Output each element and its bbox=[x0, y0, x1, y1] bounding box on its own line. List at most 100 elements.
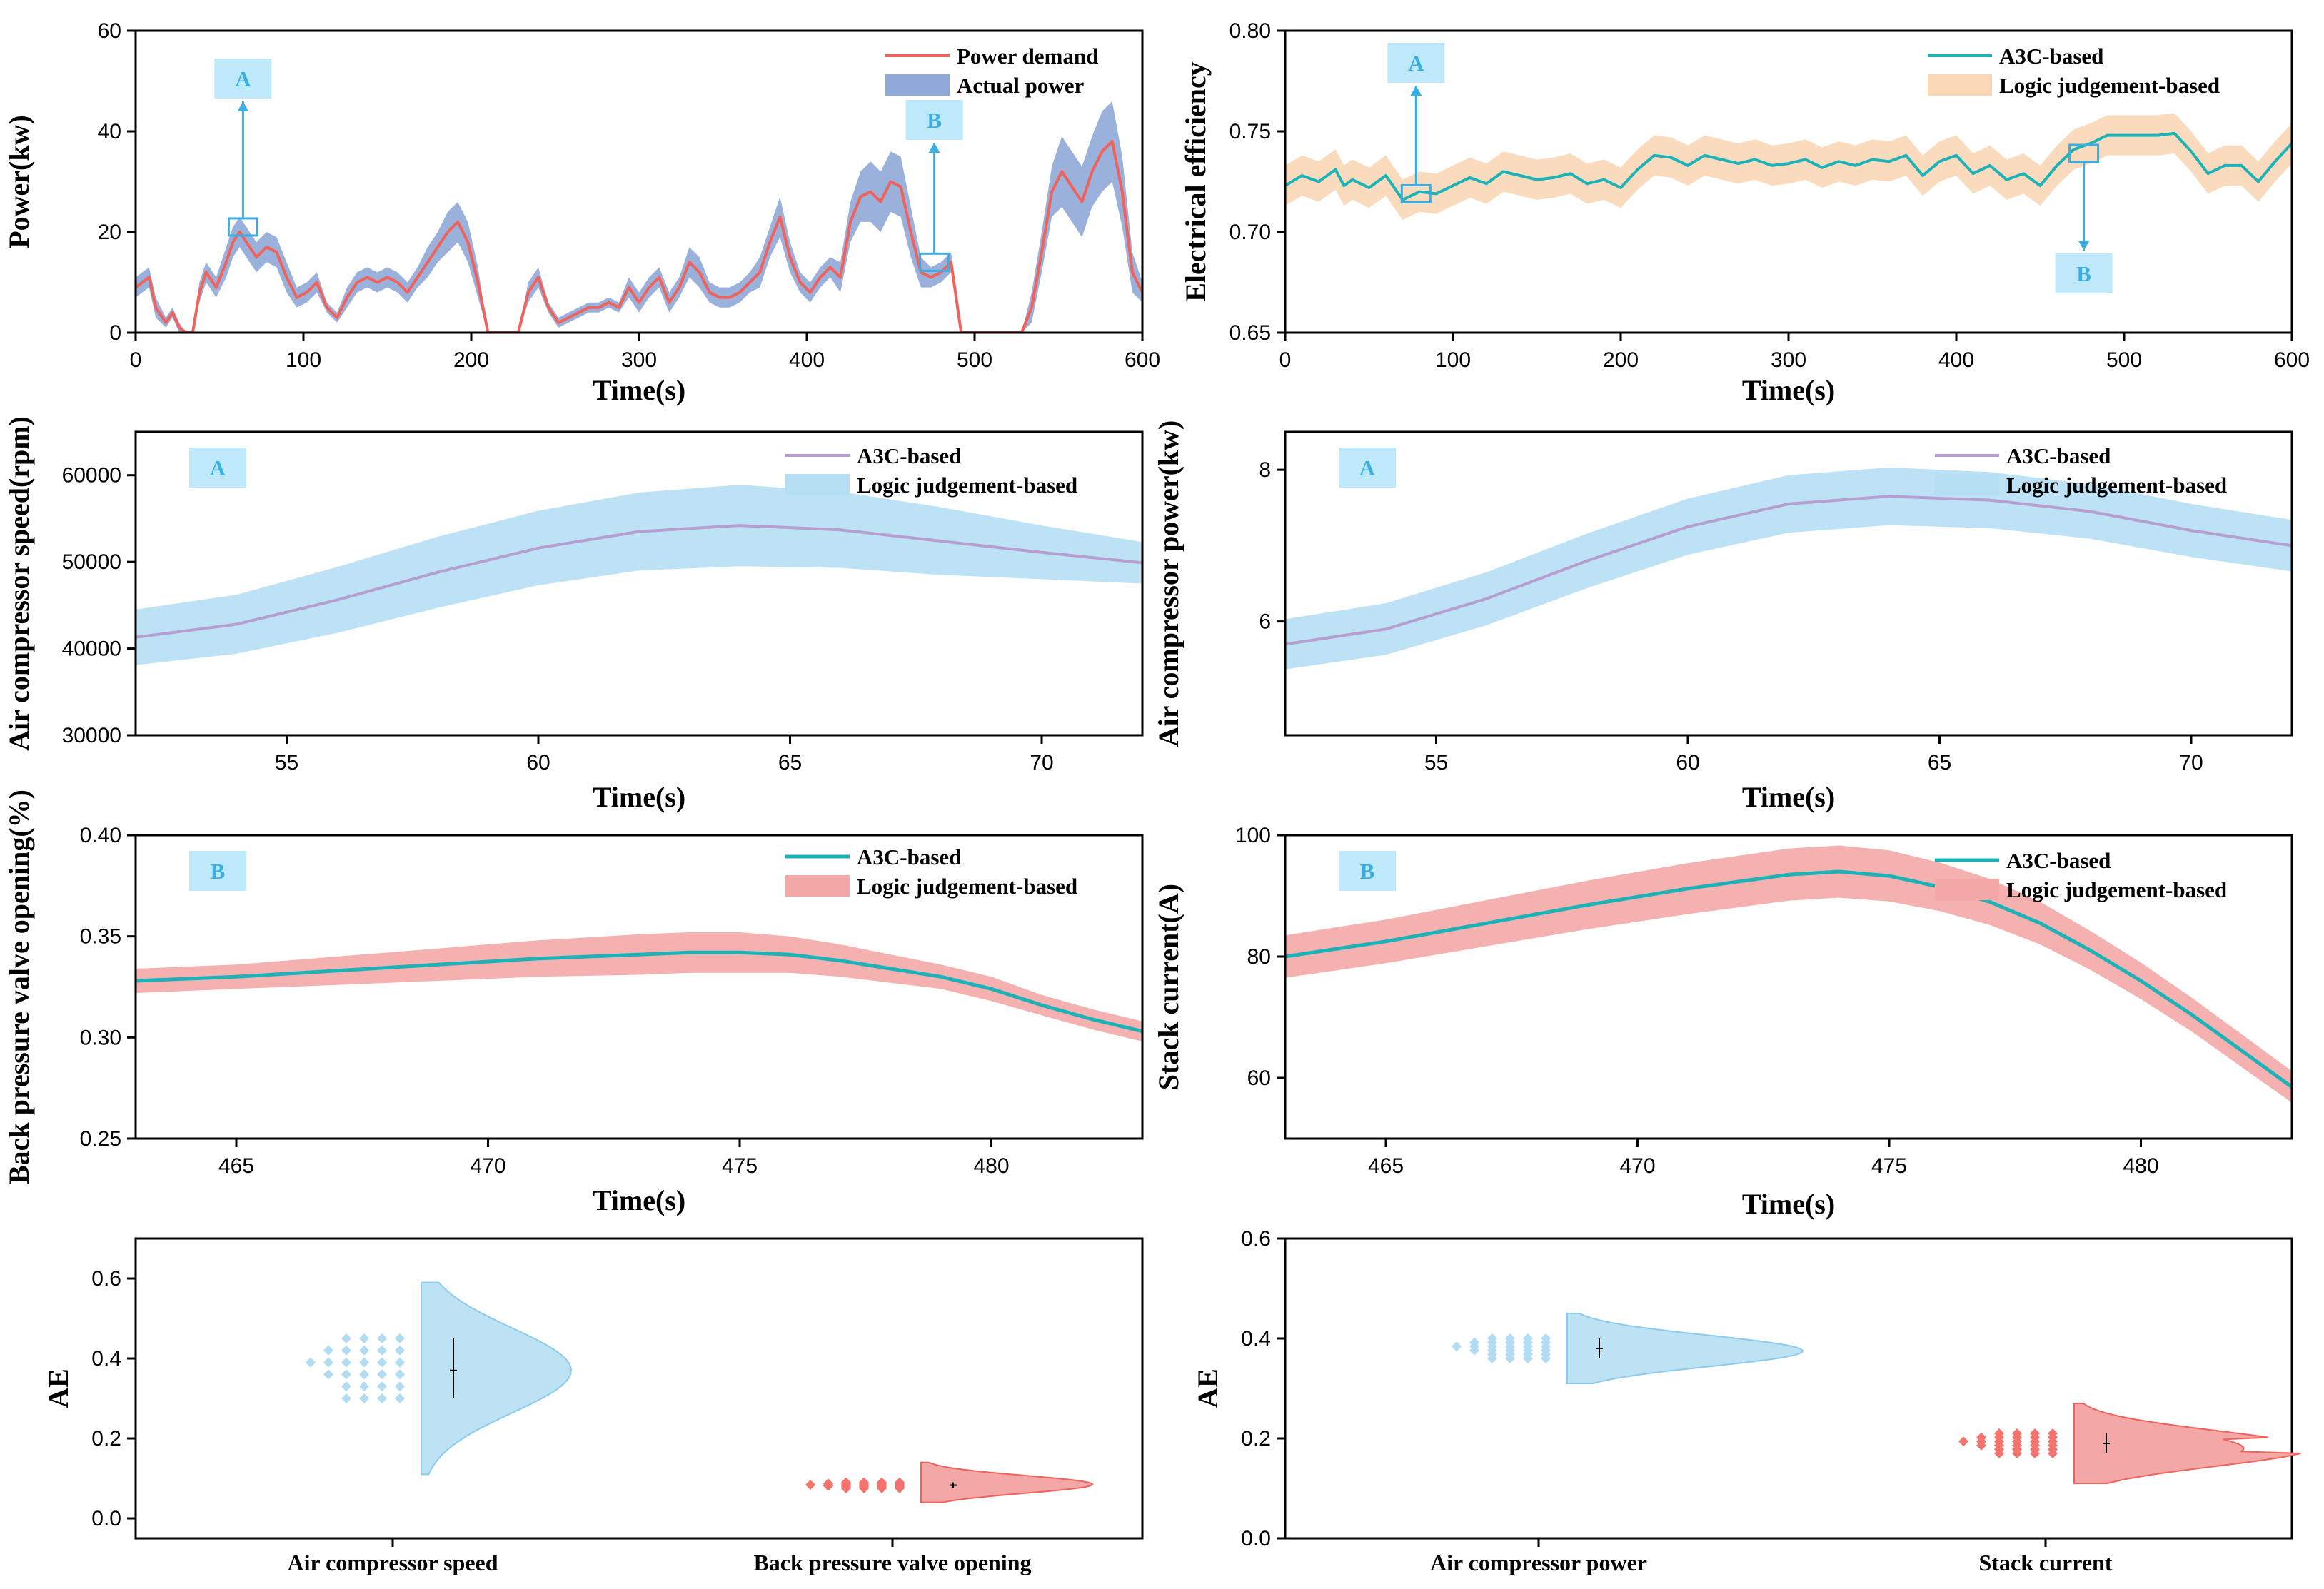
efficiency-legend-label: A3C-based bbox=[1999, 44, 2103, 69]
ae_right-data-point bbox=[1452, 1341, 1462, 1352]
ac_speed-marker-A: A bbox=[189, 448, 246, 488]
efficiency-axes: 0.65 0.70 0.75 0.80 0 100 200 300 400 500 600 Time(… bbox=[1179, 19, 2310, 406]
ae_left-data-point bbox=[359, 1333, 369, 1343]
ae_left-violin-back-pressure-valve-opening bbox=[920, 1461, 1094, 1503]
ae_left-data-point bbox=[395, 1369, 405, 1380]
power-legend-label: Power demand bbox=[957, 44, 1098, 69]
ac_power-legend-label: Logic judgement-based bbox=[2006, 473, 2227, 498]
stack_current-line-a3c-based bbox=[1285, 869, 2292, 1089]
stack_current-legend: A3C-based Logic judgement-based bbox=[1935, 848, 2227, 902]
ae_left-category-label: Back pressure valve opening bbox=[753, 1550, 1031, 1575]
power-xtick-label: 600 bbox=[1125, 348, 1160, 372]
ae_left-ytick-label: 0.6 bbox=[91, 1267, 121, 1291]
efficiency-xlabel: Time(s) bbox=[1742, 374, 1835, 406]
ac_power-marker-label: A bbox=[1359, 455, 1376, 480]
ac_speed-ytick-label: 40000 bbox=[62, 637, 121, 661]
ac_power-ytick-label: 8 bbox=[1259, 458, 1271, 482]
efficiency-marker-box bbox=[2055, 253, 2113, 293]
ac_speed-xtick-label: 70 bbox=[1030, 751, 1053, 775]
efficiency-ytick-label: 0.80 bbox=[1229, 19, 1271, 43]
ae_right-data-point bbox=[1487, 1333, 1497, 1343]
ae_left-frame bbox=[134, 1237, 1144, 1540]
ac_power-ytick-label: 6 bbox=[1259, 610, 1271, 634]
stack_current-ytick-label: 80 bbox=[1247, 945, 1271, 969]
ae_left-data-point bbox=[377, 1369, 387, 1380]
ac_power-legend-label: A3C-based bbox=[2006, 443, 2111, 468]
ac_power-frame bbox=[1284, 430, 2293, 737]
ae_left-ylabel: AE bbox=[42, 1368, 74, 1408]
ac_power-line-a3c-based bbox=[1285, 495, 2292, 646]
efficiency-zoom-marker-B bbox=[2068, 143, 2100, 251]
ac_power-xtick-label: 60 bbox=[1676, 751, 1699, 775]
ae_left-data-point bbox=[823, 1478, 833, 1489]
stack_current-axes: 60 80 100 465 470 475 480 Time(s) Stack current(… bbox=[1152, 824, 2293, 1220]
stack_current-band-logic-judgement-based bbox=[1285, 845, 2292, 1103]
ae_right-category-label: Air compressor power bbox=[1430, 1550, 1647, 1575]
power-marker-label: B bbox=[927, 108, 942, 133]
power-line-power-demand bbox=[136, 140, 1142, 333]
ae_left-data-point bbox=[841, 1477, 851, 1488]
bp_valve-legend: A3C-based Logic judgement-based bbox=[785, 844, 1077, 899]
power-arrow-head bbox=[237, 101, 249, 111]
ac_speed-legend: A3C-based Logic judgement-based bbox=[785, 443, 1077, 498]
stack_current-xtick-label: 475 bbox=[1871, 1154, 1907, 1178]
ae_right-data-point bbox=[1976, 1432, 1986, 1443]
ae_right-frame bbox=[1284, 1237, 2293, 1540]
ae_right-points-stack-current bbox=[1958, 1428, 2058, 1458]
ae_left-data-point bbox=[377, 1357, 387, 1368]
bp_valve-xtick-label: 480 bbox=[973, 1154, 1009, 1178]
bp_valve-marker-B: B bbox=[189, 851, 246, 891]
ae_left-axes: 0.0 0.2 0.4 0.6 AE bbox=[42, 1237, 1144, 1540]
ae_left-data-point bbox=[359, 1369, 369, 1380]
bp_valve-marker-label: B bbox=[211, 859, 226, 884]
ac_speed-plot bbox=[136, 485, 1142, 665]
ae_right-data-point bbox=[2030, 1428, 2040, 1438]
stack_current-legend-band-swatch bbox=[1935, 879, 1999, 900]
ae_left-violin-air-compressor-speed bbox=[421, 1281, 572, 1476]
efficiency-zoom-marker-A bbox=[1400, 86, 1432, 203]
efficiency-xtick-label: 0 bbox=[1279, 348, 1292, 372]
ac_speed-legend-band-swatch bbox=[785, 474, 850, 495]
ac_speed-xtick-label: 65 bbox=[778, 751, 802, 775]
ae_left-data-point bbox=[306, 1357, 316, 1368]
efficiency-band-logic-judgement-based bbox=[1285, 113, 2292, 221]
ae_left-data-point bbox=[395, 1333, 405, 1343]
ae_left-data-point bbox=[341, 1369, 351, 1380]
ac_speed-ytick-label: 30000 bbox=[62, 724, 121, 747]
ae_left-data-point bbox=[359, 1393, 369, 1403]
ae_left-data-point bbox=[377, 1393, 387, 1403]
efficiency-arrow-head bbox=[2078, 241, 2090, 251]
efficiency-marker-label: A bbox=[1408, 51, 1424, 76]
ae_right-ytick-label: 0.4 bbox=[1241, 1327, 1271, 1351]
bp_valve-band-logic-judgement-based bbox=[136, 932, 1142, 1041]
power-xtick-label: 200 bbox=[453, 348, 489, 372]
ae_right-ylabel: AE bbox=[1192, 1368, 1224, 1408]
ae_right-points-air-compressor-power bbox=[1452, 1333, 1551, 1363]
efficiency-ytick-label: 0.75 bbox=[1229, 120, 1271, 143]
ae_left-data-point bbox=[877, 1477, 887, 1488]
bp_valve-ylabel: Back pressure valve opening(%) bbox=[3, 790, 35, 1184]
bp_valve-xlabel: Time(s) bbox=[593, 1184, 685, 1216]
stack_current-ytick-label: 60 bbox=[1247, 1066, 1271, 1090]
bp_valve-ytick-label: 0.40 bbox=[80, 824, 121, 847]
ac_speed-xlabel: Time(s) bbox=[593, 781, 685, 813]
efficiency-marker-A: A bbox=[1387, 43, 1445, 83]
power-xtick-label: 300 bbox=[621, 348, 657, 372]
ae_left-data-point bbox=[805, 1479, 815, 1490]
ae_left-data-point bbox=[323, 1369, 333, 1380]
power-plot bbox=[136, 101, 1142, 333]
power-ytick-label: 60 bbox=[98, 19, 121, 43]
ac_power-axes: 6 8 55 60 65 70 Time(s) Air compressor power(kw… bbox=[1152, 420, 2293, 813]
ac_speed-axes: 30000 40000 50000 60000 55 60 65 70 Time(s) Air c… bbox=[3, 416, 1144, 813]
power-legend-label: Actual power bbox=[957, 73, 1084, 98]
bp_valve-ytick-label: 0.25 bbox=[80, 1127, 121, 1151]
ac_speed-line-a3c-based bbox=[136, 524, 1142, 639]
ac_speed-marker-label: A bbox=[210, 455, 226, 480]
ac_speed-legend-label: Logic judgement-based bbox=[857, 473, 1077, 498]
power-legend: Power demand Actual power bbox=[885, 44, 1098, 98]
efficiency-xtick-label: 600 bbox=[2274, 348, 2310, 372]
power-zoom-marker-B bbox=[919, 143, 950, 272]
ae_left-data-point bbox=[395, 1357, 405, 1368]
